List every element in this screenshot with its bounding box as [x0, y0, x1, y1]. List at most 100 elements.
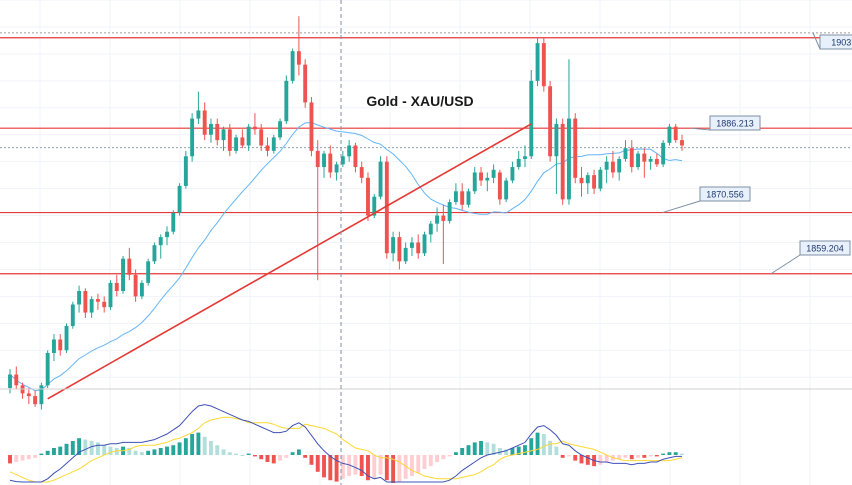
level-callout-label: 1870.556 [706, 190, 744, 200]
macd-histogram-bar [623, 455, 628, 458]
macd-histogram-bar [89, 441, 94, 455]
candle-body [567, 118, 571, 200]
candle [328, 145, 333, 178]
candle-body [491, 169, 496, 178]
candle [215, 118, 220, 146]
candle-body [504, 180, 509, 200]
candle-body [328, 153, 333, 173]
candle-body [146, 261, 151, 283]
candle-body [315, 150, 320, 168]
candle [315, 140, 320, 281]
macd-histogram-bar [252, 455, 257, 457]
candle-body [334, 164, 339, 173]
macd-histogram-bar [328, 455, 333, 481]
macd-histogram-bar [504, 449, 509, 455]
candle-body [64, 326, 69, 351]
candle [353, 142, 358, 173]
level-callout-box [709, 115, 761, 131]
macd-histogram-bar [196, 432, 201, 455]
candle-body [585, 175, 590, 184]
candle [510, 161, 515, 184]
candle [567, 59, 571, 205]
candle [45, 350, 50, 388]
macd-histogram-bar [535, 432, 540, 455]
candle [453, 183, 458, 205]
candle-body [309, 102, 314, 151]
candle [617, 156, 622, 181]
candle-body [183, 156, 188, 186]
candle-body [623, 148, 628, 159]
macd-histogram-bar [309, 455, 314, 465]
candle [604, 156, 609, 184]
candle [447, 199, 452, 224]
candle [290, 48, 295, 84]
candle [146, 258, 151, 286]
candle [648, 156, 653, 170]
macd-histogram-bar [26, 455, 31, 460]
candle-body [472, 172, 477, 192]
candle-body [372, 196, 377, 216]
candle [340, 150, 345, 168]
candle-body [384, 161, 389, 254]
macd-histogram-bar [491, 443, 496, 455]
candle [70, 301, 75, 329]
candle [39, 382, 44, 410]
candle-body [560, 123, 565, 200]
candle [504, 177, 509, 203]
candle-body [322, 153, 326, 168]
candle-body [165, 231, 169, 238]
macd-histogram-bar [680, 453, 684, 455]
candle [460, 183, 465, 211]
candle [278, 118, 283, 141]
candle-body [409, 242, 414, 248]
candle-body [77, 291, 82, 305]
candle [271, 134, 276, 154]
candle-body [58, 339, 63, 351]
candle [64, 323, 69, 353]
candle [58, 334, 63, 356]
candle-body [629, 148, 634, 168]
candle [435, 207, 440, 232]
candle-body [89, 299, 94, 313]
candle-body [152, 245, 157, 262]
macd-histogram-bar [648, 455, 653, 457]
level-callout-box [699, 186, 751, 202]
candle [673, 123, 678, 143]
macd-histogram-bar [215, 445, 220, 455]
candle [296, 16, 301, 76]
candle [240, 129, 245, 149]
candle [190, 113, 195, 162]
candle-body [177, 185, 182, 213]
candle [95, 293, 100, 310]
macd-histogram-bar [340, 455, 345, 479]
macd-histogram-bar [409, 455, 414, 476]
price-level-labels: 1903.9 1886.213 1870.556 1859.204 [662, 32, 852, 275]
candle [139, 280, 144, 300]
macd-histogram-bar [14, 455, 19, 462]
macd-histogram-bar [585, 455, 590, 465]
candle [654, 153, 659, 168]
macd-histogram-bar [296, 449, 301, 455]
macd-histogram-bar [70, 441, 75, 455]
candle [158, 234, 163, 259]
candle-body [234, 137, 239, 151]
candle [535, 37, 540, 87]
candle [177, 183, 182, 216]
macd-histogram-bar [516, 446, 521, 455]
macd-histogram-bar [428, 455, 433, 467]
candle [259, 123, 264, 151]
candle [554, 118, 559, 194]
macd-histogram-bar [303, 455, 308, 458]
candle [183, 150, 188, 189]
candle-body [378, 161, 383, 197]
macd-histogram-bar [579, 455, 584, 464]
candle-body [252, 126, 257, 130]
candle-body [215, 123, 220, 141]
candle-body [535, 43, 540, 81]
macd-histogram-bar [271, 455, 276, 464]
macd-histogram-bar [554, 446, 559, 455]
candle [196, 91, 201, 124]
candle-body [353, 145, 358, 168]
candle [636, 150, 640, 170]
